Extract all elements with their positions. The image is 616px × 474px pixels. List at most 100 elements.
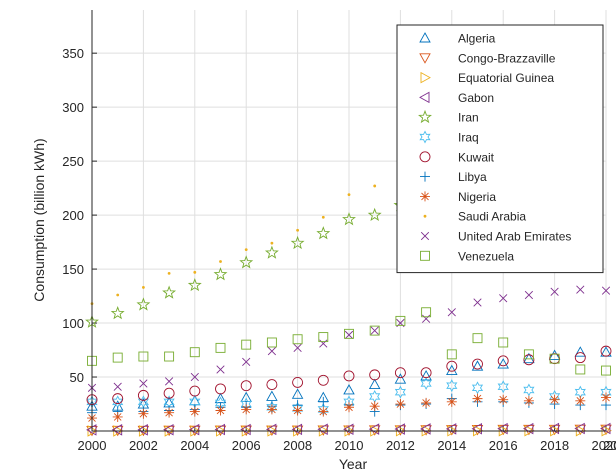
series-algeria [86,346,612,411]
data-point [110,306,125,320]
legend-item[interactable]: Nigeria [420,190,496,204]
legend-marker [420,171,430,182]
data-point [344,330,354,340]
legend-label: Algeria [458,32,496,46]
data-point [497,358,509,369]
data-point [368,378,381,390]
data-point [343,423,354,436]
legend-item[interactable]: Congo-Brazzaville [419,51,556,65]
data-point [241,404,252,415]
data-point [291,388,304,399]
data-point [347,193,351,196]
data-point [189,406,200,417]
legend-marker [420,71,431,84]
legend-item[interactable]: United Arab Emirates [420,230,571,244]
legend[interactable]: Algeria Congo-Brazzaville Equatorial Guine… [396,24,604,274]
data-point [318,332,329,343]
data-point [446,396,457,407]
legend-marker [423,214,427,218]
legend-label: Nigeria [458,190,496,204]
legend-marker [420,250,430,261]
data-point [316,226,331,240]
data-point [164,407,175,418]
legend-label: Iraq [458,131,479,145]
data-point [240,423,251,436]
y-tick-label: 350 [62,46,84,61]
data-point [111,424,123,436]
data-point [318,396,329,407]
data-point [317,423,328,436]
data-point [548,349,561,360]
data-point [497,380,509,394]
data-point [421,307,432,318]
x-tick-label: 2006 [232,438,261,453]
data-point [471,360,484,371]
data-point [292,376,304,388]
data-point [549,353,560,364]
legend-label: United Arab Emirates [458,230,571,244]
data-point [163,423,174,436]
legend-item[interactable]: Iran [418,109,479,125]
data-point [446,379,458,393]
data-point [137,424,148,436]
data-point [190,372,199,382]
data-point [420,377,432,390]
legend-label: Equatorial Guinea [458,71,554,85]
legend-marker [420,231,430,241]
legend-box [396,24,604,274]
data-point [421,397,432,408]
legend-item[interactable]: Kuwait [419,150,495,164]
legend-item[interactable]: Algeria [419,32,496,46]
data-point [239,255,254,269]
legend-item[interactable]: Equatorial Guinea [420,71,554,85]
x-tick-label: 2000 [78,438,107,453]
data-point [394,373,407,384]
x-tick-label: 2018 [540,438,569,453]
legend-marker [419,91,430,104]
y-tick-label: 300 [62,100,84,115]
data-point [240,380,252,392]
y-tick-label: 100 [62,316,84,331]
data-point [344,402,354,413]
data-point [369,401,380,412]
y-tick-label: 150 [62,262,84,277]
data-point [296,228,299,232]
x-tick-label-partial: 20 [603,438,616,453]
data-point [499,294,508,303]
data-point [116,293,120,297]
data-point [574,346,587,357]
x-axis-label: Year [339,456,368,472]
legend-item[interactable]: Saudi Arabia [423,210,527,224]
data-point [319,339,328,348]
legend-marker [419,32,431,43]
data-point [368,423,380,435]
data-point [471,381,484,395]
data-point [369,325,380,336]
legend-item[interactable]: Libya [420,170,487,184]
data-point [498,337,509,348]
data-point [420,367,432,379]
axes-box [91,10,606,432]
data-point [264,245,279,259]
data-point [112,352,123,363]
data-point [549,394,560,405]
legend-item[interactable]: Gabon [419,91,494,105]
data-point [394,385,407,399]
y-tick-label: 200 [62,208,84,223]
x-tick-label: 2008 [283,438,312,453]
data-point [601,286,611,295]
data-point [343,370,355,382]
data-point [240,391,252,402]
data-point [575,395,586,406]
legend-item[interactable]: Venezuela [420,249,515,263]
legend-label: Saudi Arabia [458,210,526,224]
data-point [342,212,356,226]
legend-item[interactable]: Iraq [419,131,479,145]
data-point [497,355,509,367]
x-tick-label: 2012 [386,438,415,453]
x-tick-label: 2010 [335,438,364,453]
data-point [600,345,612,357]
data-point [214,423,225,436]
data-point [266,379,278,391]
